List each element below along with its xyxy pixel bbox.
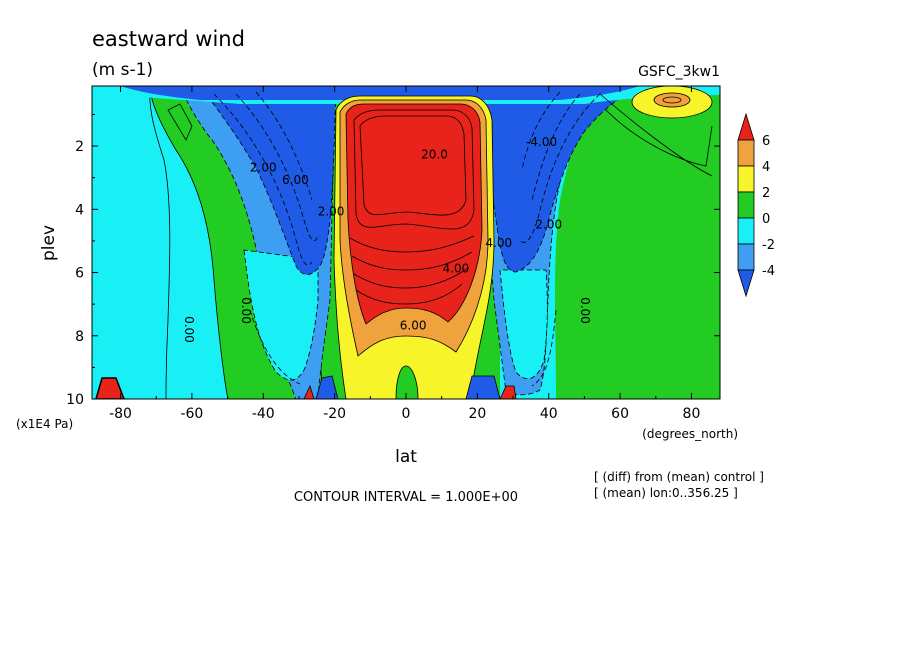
colorbar-segment bbox=[737, 165, 755, 193]
x-tick-label: -60 bbox=[180, 406, 203, 422]
region-bottom-south-blue bbox=[315, 375, 339, 399]
y-tick-label: 10 bbox=[66, 392, 84, 408]
colorbar: 6 4 2 0 -2 -4 bbox=[737, 112, 775, 298]
y-tick-label: 2 bbox=[75, 139, 84, 155]
contour-label: 0.00 bbox=[239, 297, 253, 324]
model-name: GSFC_3kw1 bbox=[638, 64, 720, 80]
contour-label: 2.00 bbox=[250, 160, 277, 174]
region-south-blue-core bbox=[199, 86, 337, 275]
contour-interval-text: CONTOUR INTERVAL = 1.000E+00 bbox=[294, 490, 518, 505]
contours-dashed bbox=[213, 91, 601, 387]
contour-label: 2.00 bbox=[535, 217, 562, 231]
colorbar-top-arrow bbox=[737, 112, 755, 141]
chart-title: eastward wind bbox=[92, 27, 245, 51]
contour-label: 6.00 bbox=[282, 173, 309, 187]
note-diff: [ (diff) from (mean) control ] bbox=[594, 470, 764, 484]
region-bottom-south-red2 bbox=[303, 384, 315, 399]
note-mean: [ (mean) lon:0..356.25 ] bbox=[594, 486, 738, 500]
colorbar-label: 2 bbox=[762, 186, 770, 201]
y-axis: 2 4 6 8 10 bbox=[66, 113, 720, 408]
x-axis-units: (degrees_north) bbox=[642, 427, 738, 441]
y-axis-label: plev bbox=[39, 225, 59, 261]
x-tick-label: -80 bbox=[109, 406, 132, 422]
x-tick-label: -20 bbox=[323, 406, 346, 422]
plot-area bbox=[92, 86, 720, 399]
contour-label: 20.0 bbox=[421, 148, 448, 162]
x-axis: -80 -60 -40 -20 0 20 40 60 80 bbox=[109, 86, 700, 422]
colorbar-segment bbox=[737, 191, 755, 219]
contours-solid bbox=[167, 93, 713, 177]
x-tick-label: 80 bbox=[683, 406, 701, 422]
region-bottom-south-red bbox=[95, 377, 125, 399]
colorbar-bottom-arrow bbox=[737, 269, 755, 298]
contour-label: 0.00 bbox=[578, 297, 592, 324]
contour-label: -4.00 bbox=[526, 135, 557, 149]
colorbar-segment bbox=[737, 217, 755, 245]
contours-core bbox=[349, 109, 475, 305]
y-tick-label: 4 bbox=[75, 202, 84, 218]
colorbar-label: 0 bbox=[762, 212, 770, 227]
contour-label: 0.00 bbox=[182, 316, 196, 343]
y-axis-units: (x1E4 Pa) bbox=[16, 417, 73, 431]
x-tick-label: 40 bbox=[540, 406, 558, 422]
region-bottom-north-red bbox=[499, 385, 517, 399]
chart-units: (m s-1) bbox=[92, 60, 153, 80]
region-north-blue-core bbox=[469, 86, 641, 273]
x-tick-label: 0 bbox=[402, 406, 411, 422]
region-far-south-cyan bbox=[92, 86, 171, 399]
region-eq-red bbox=[345, 103, 483, 325]
x-tick-label: 20 bbox=[468, 406, 486, 422]
region-eq-lower-green bbox=[395, 365, 419, 399]
region-north-cyan-inner bbox=[499, 269, 548, 380]
region-hilat-contour bbox=[662, 96, 682, 104]
region-hilat-orange bbox=[653, 92, 691, 108]
region-bottom-north-blue bbox=[465, 375, 501, 399]
colorbar-segment bbox=[737, 139, 755, 167]
colorbar-label: 4 bbox=[762, 160, 770, 175]
contour-label: 4.00 bbox=[485, 236, 512, 250]
x-axis-label: lat bbox=[395, 447, 417, 467]
x-tick-label: 60 bbox=[611, 406, 629, 422]
contour-label: 4.00 bbox=[443, 262, 470, 276]
y-tick-label: 8 bbox=[75, 329, 84, 345]
region-south-cyan-inner bbox=[243, 249, 319, 381]
colorbar-label: -4 bbox=[762, 264, 775, 279]
contour-label: 2.00 bbox=[318, 205, 345, 219]
contour-labels: 20.0 6.00 4.00 2.00 0.00 0.00 0.00 2.00 6.00 2.00… bbox=[182, 135, 592, 343]
colorbar-label: -2 bbox=[762, 238, 775, 253]
x-tick-label: -40 bbox=[252, 406, 275, 422]
y-tick-label: 6 bbox=[75, 266, 84, 282]
colorbar-segment bbox=[737, 243, 755, 271]
region-top-blue bbox=[120, 86, 640, 100]
colorbar-label: 6 bbox=[762, 134, 770, 149]
contour-label: 6.00 bbox=[400, 318, 427, 332]
